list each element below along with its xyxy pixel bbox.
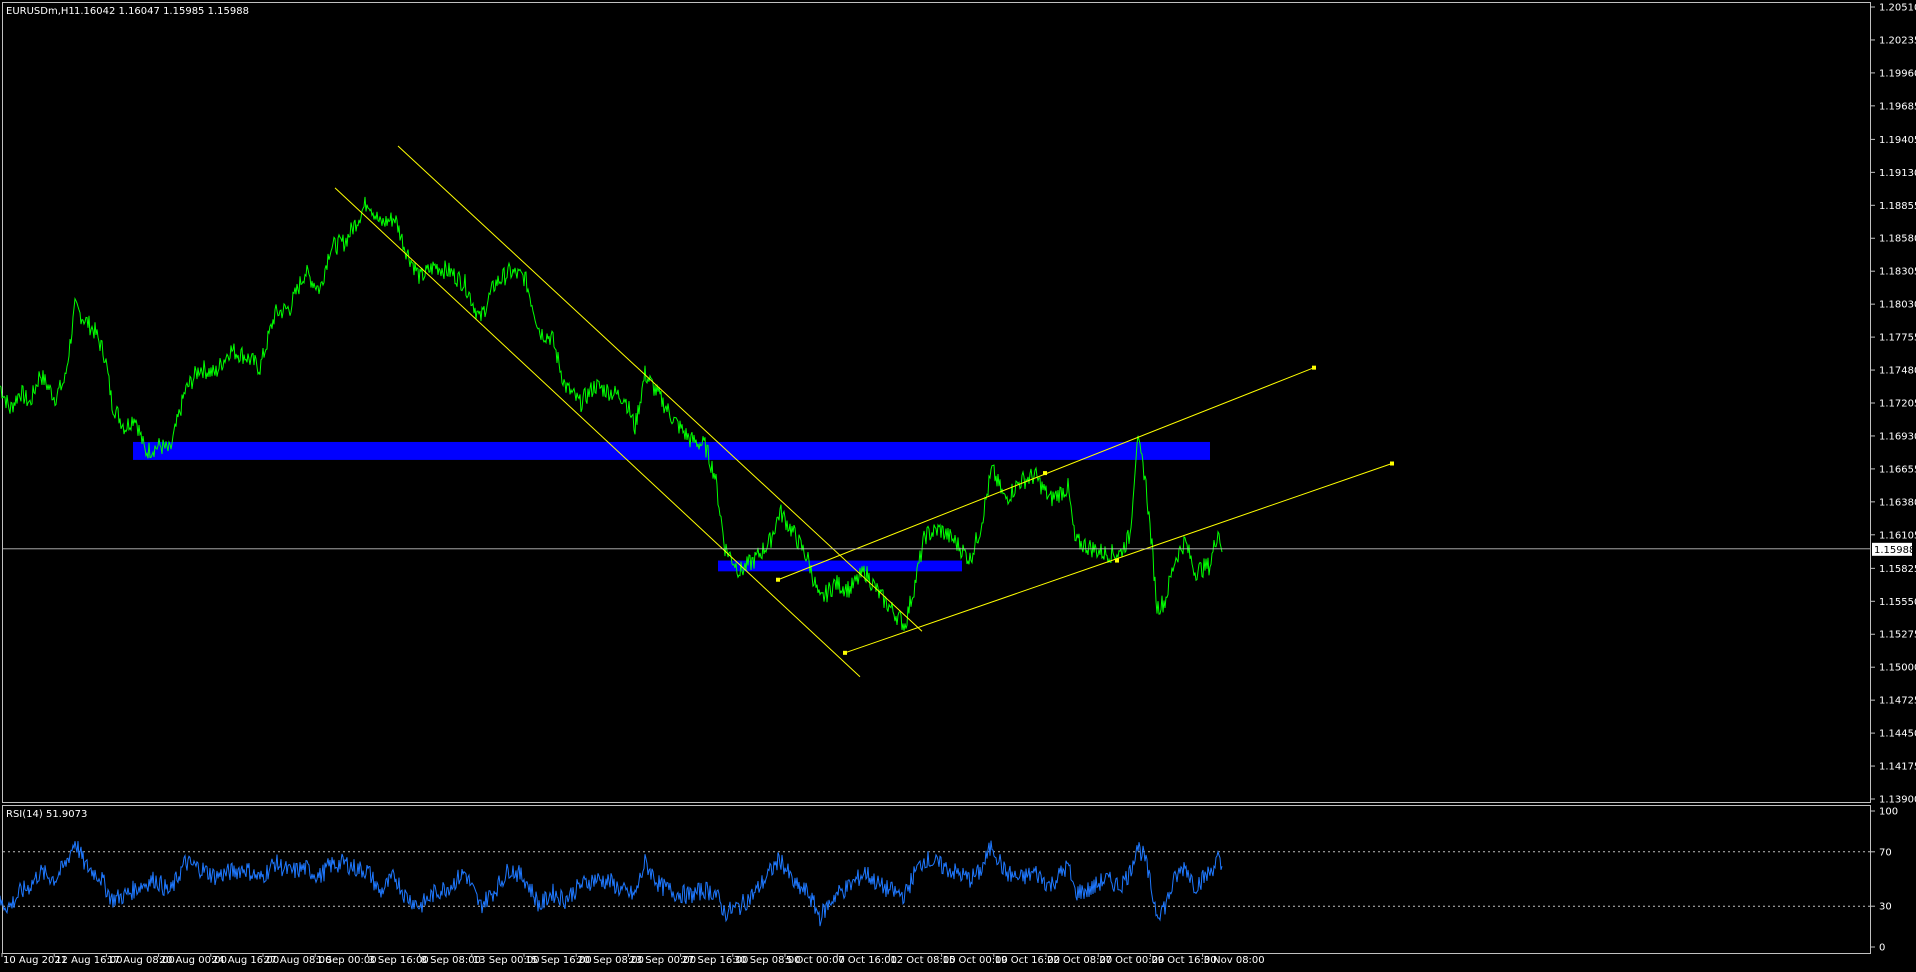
- zone-2[interactable]: [718, 560, 962, 572]
- time-tick-label: 27 Sep 16:00: [682, 955, 749, 966]
- price-tick-label: 1.19685: [1879, 101, 1916, 112]
- time-tick-label: 23 Sep 00:00: [629, 955, 696, 966]
- time-tick-label: 22 Oct 08:00: [1047, 955, 1112, 966]
- trendline-handle[interactable]: [1390, 461, 1394, 466]
- price-tick-label: 1.20510: [1879, 3, 1916, 14]
- time-tick-label: 20 Aug 00:00: [160, 955, 227, 966]
- price-tick-label: 1.18580: [1879, 234, 1916, 245]
- price-tick-label: 1.17755: [1879, 333, 1916, 344]
- price-tick-label: 1.19405: [1879, 135, 1916, 146]
- rsi-series: [0, 840, 1223, 927]
- price-tick-label: 1.19960: [1879, 68, 1916, 79]
- time-tick-label: 3 Sep 16:00: [368, 955, 428, 966]
- trendline-1[interactable]: [334, 187, 861, 678]
- rsi-tick-label: 100: [1879, 807, 1898, 818]
- trendlines[interactable]: [334, 145, 1394, 678]
- price-tick-label: 1.20235: [1879, 35, 1916, 46]
- time-tick-label: 17 Aug 08:00: [107, 955, 174, 966]
- rsi-header-label: RSI(14) 51.9073: [6, 809, 87, 820]
- price-tick-label: 1.14450: [1879, 729, 1916, 740]
- price-tick-label: 1.18030: [1879, 300, 1916, 311]
- price-tick-label: 1.16380: [1879, 497, 1916, 508]
- price-axis: 1.20510 1.20235 1.19960 1.19685 1.19405 1.191…: [1871, 3, 1916, 806]
- rsi-tick-label: 0: [1879, 943, 1885, 954]
- time-tick-label: 8 Sep 08:00: [421, 955, 481, 966]
- rsi-tick-label: 30: [1879, 902, 1892, 913]
- price-tick-label: 1.15275: [1879, 630, 1916, 641]
- trendline-handle[interactable]: [1043, 471, 1047, 476]
- price-tick-label: 1.15825: [1879, 564, 1916, 575]
- rsi-axis: 100 70 30 0: [1871, 807, 1898, 954]
- time-tick-label: 12 Aug 16:00: [55, 955, 122, 966]
- support-resistance-zones[interactable]: [133, 441, 1210, 572]
- trendline-4[interactable]: [844, 463, 1393, 654]
- current-price-label: 1.15988: [1874, 545, 1915, 556]
- rsi-panel-frame: [2, 805, 1871, 954]
- price-tick-label: 1.15550: [1879, 597, 1916, 608]
- time-tick-label: 7 Oct 16:00: [838, 955, 897, 966]
- trendline-handle[interactable]: [1115, 558, 1119, 563]
- trendline-handle[interactable]: [776, 577, 780, 582]
- current-price-tag: 1.15988: [1872, 542, 1915, 556]
- price-tick-label: 1.18855: [1879, 201, 1916, 212]
- trendline-handle[interactable]: [843, 650, 847, 655]
- price-panel-frame: [2, 2, 1871, 803]
- price-tick-label: 1.17205: [1879, 399, 1916, 410]
- time-tick-label: 27 Oct 00:00: [1099, 955, 1164, 966]
- time-tick-label: 15 Sep 16:00: [525, 955, 592, 966]
- price-tick-label: 1.14175: [1879, 762, 1916, 773]
- price-tick-label: 1.16655: [1879, 464, 1916, 475]
- rsi-levels: [3, 851, 1871, 907]
- chart-header-symbol: EURUSDm,H1: [6, 6, 75, 17]
- price-tick-label: 1.16105: [1879, 530, 1916, 541]
- time-tick-label: 5 Oct 00:00: [786, 955, 845, 966]
- price-tick-label: 1.18305: [1879, 267, 1916, 278]
- time-tick-label: 20 Sep 08:00: [577, 955, 644, 966]
- time-tick-label: 19 Oct 16:00: [995, 955, 1060, 966]
- price-line: [0, 196, 1223, 631]
- price-tick-label: 1.19130: [1879, 168, 1916, 179]
- price-tick-label: 1.17480: [1879, 366, 1916, 377]
- time-tick-label: 10 Aug 2021: [3, 955, 67, 966]
- time-tick-label: 15 Oct 00:00: [943, 955, 1008, 966]
- rsi-line: [0, 840, 1223, 927]
- time-tick-label: 3 Nov 08:00: [1204, 955, 1265, 966]
- time-tick-label: 13 Sep 00:00: [473, 955, 540, 966]
- time-tick-label: 27 Aug 08:00: [264, 955, 331, 966]
- chart-header-ohlc: 1.16042 1.16047 1.15985 1.15988: [74, 6, 249, 17]
- zone-1[interactable]: [133, 441, 1210, 460]
- price-tick-label: 1.15000: [1879, 663, 1916, 674]
- trendline-2[interactable]: [397, 145, 923, 632]
- trendline-handle[interactable]: [1312, 365, 1316, 370]
- price-tick-label: 1.14725: [1879, 696, 1916, 707]
- time-tick-label: 29 Oct 16:00: [1151, 955, 1216, 966]
- price-tick-label: 1.16930: [1879, 431, 1916, 442]
- price-tick-label: 1.13900: [1879, 795, 1916, 806]
- price-series: [0, 196, 1223, 631]
- time-tick-label: 24 Aug 16:00: [212, 955, 279, 966]
- rsi-tick-label: 70: [1879, 847, 1892, 858]
- time-tick-label: 1 Sep 00:00: [316, 955, 376, 966]
- time-tick-label: 12 Oct 08:00: [890, 955, 955, 966]
- time-tick-label: 30 Sep 08:00: [734, 955, 801, 966]
